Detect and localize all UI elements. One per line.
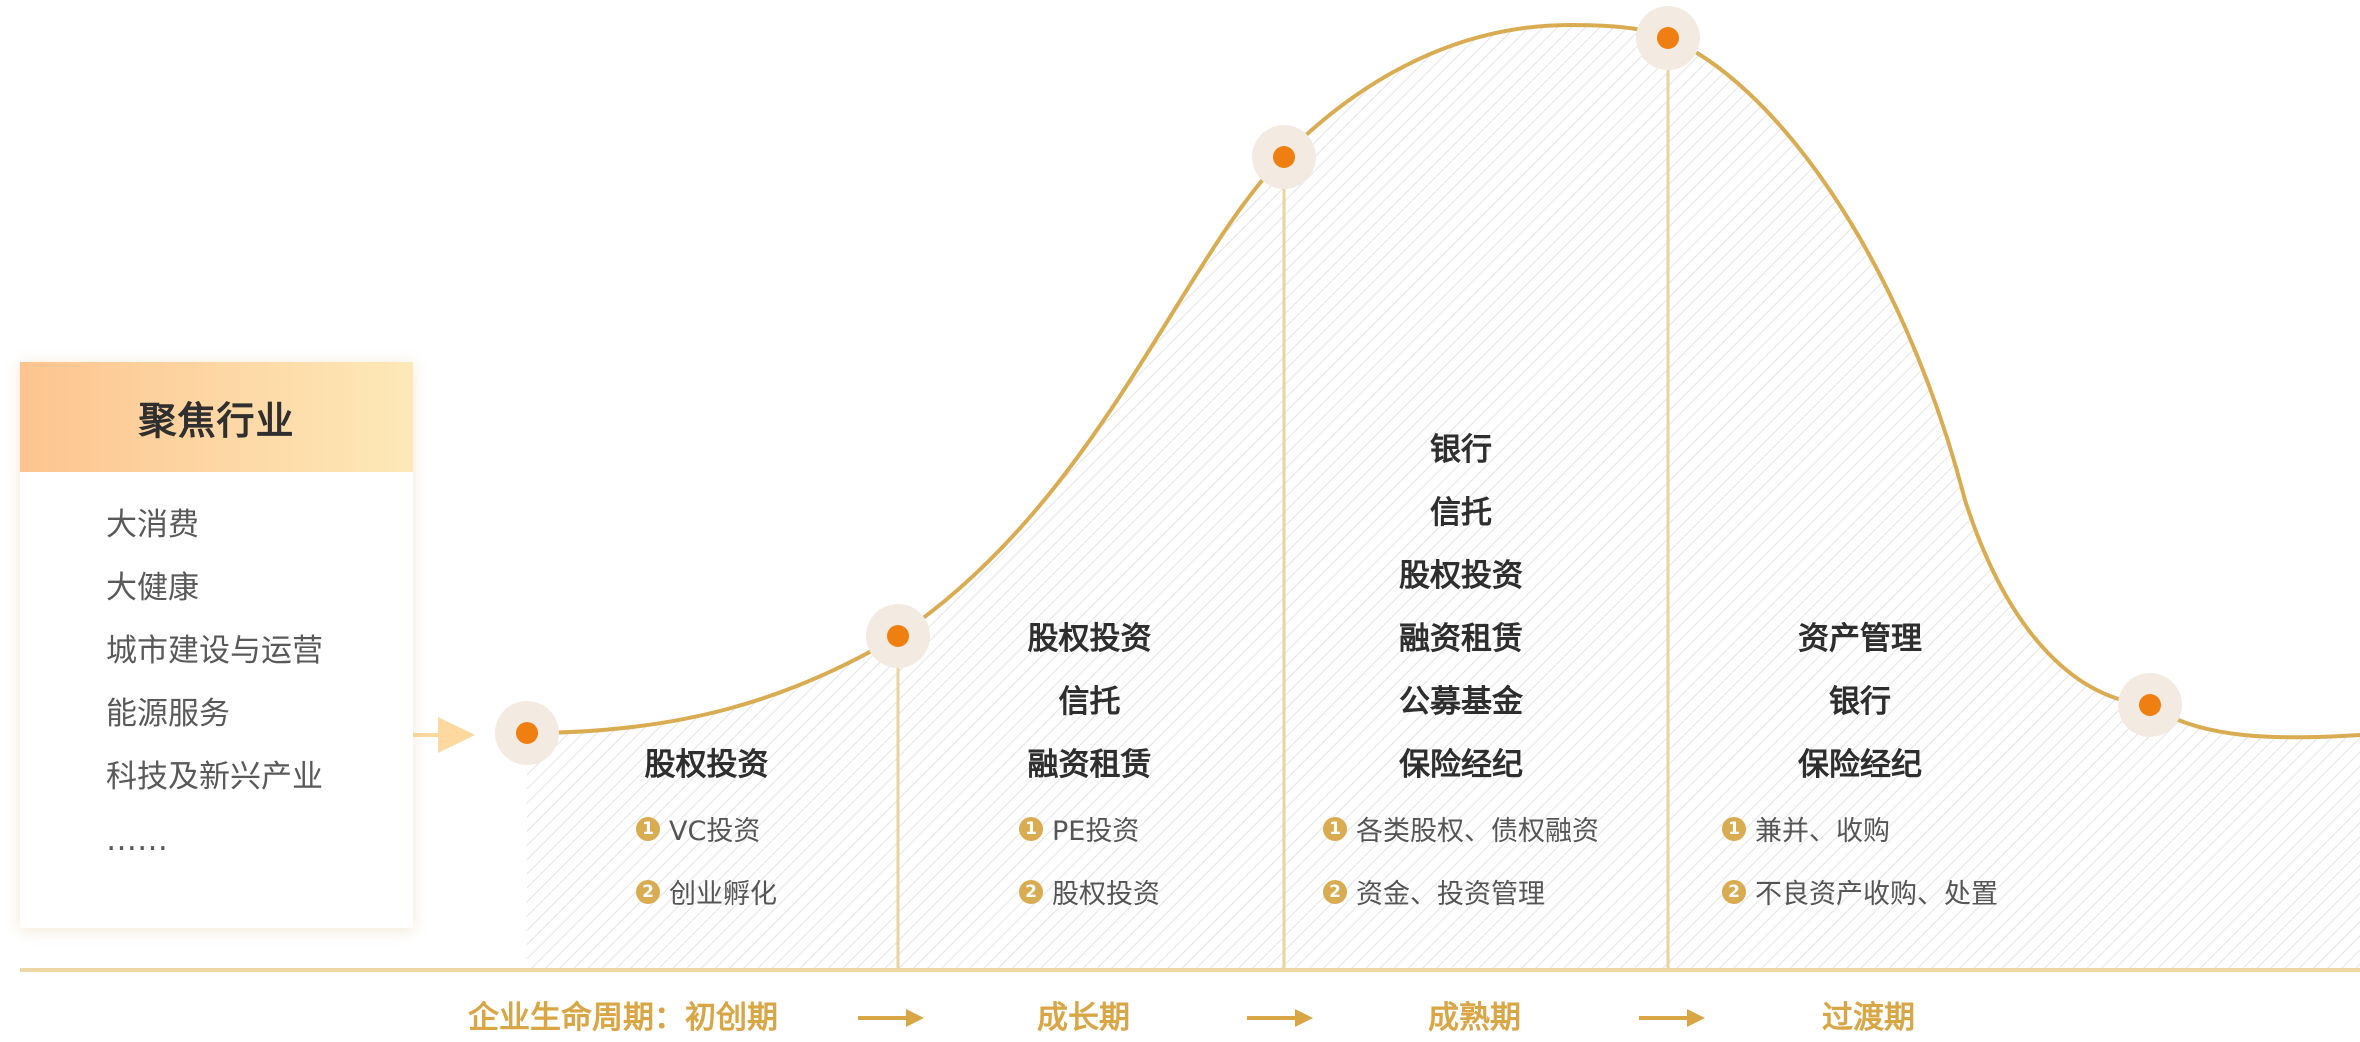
number-badge-icon: 1 bbox=[636, 816, 660, 841]
institution-label: 保险经纪 bbox=[1399, 747, 1523, 783]
feature-text: 各类股权、债权融资 bbox=[1356, 816, 1599, 847]
entry-arrow bbox=[407, 717, 475, 753]
feature-text: 资金、投资管理 bbox=[1356, 879, 1545, 910]
focus-industries-title: 聚焦行业 bbox=[20, 362, 413, 472]
stage-node bbox=[1252, 125, 1316, 189]
institution-label: 股权投资 bbox=[1399, 558, 1523, 594]
focus-industries-card: 聚焦行业 大消费 大健康 城市建设与运营 能源服务 科技及新兴产业 …… bbox=[20, 362, 413, 928]
curve-area bbox=[527, 25, 2360, 970]
institution-label: 资产管理 bbox=[1798, 621, 1922, 657]
timeline-label-maturity: 成熟期 bbox=[1428, 1000, 1521, 1036]
stage-startup: 股权投资 1 VC投资 2 创业孵化 bbox=[636, 734, 777, 923]
timeline-stage-name: 初创期 bbox=[685, 1000, 778, 1036]
institution-label: 股权投资 bbox=[1027, 621, 1152, 657]
feature-list: 1 兼并、收购 2 不良资产收购、处置 bbox=[1722, 797, 1998, 923]
feature-text: 兼并、收购 bbox=[1755, 816, 1890, 847]
feature-item: 2 创业孵化 bbox=[636, 860, 777, 923]
feature-text: VC投资 bbox=[669, 816, 761, 847]
feature-text: 创业孵化 bbox=[669, 879, 777, 910]
timeline-label-startup: 企业生命周期：初创期 bbox=[468, 994, 778, 1042]
institution-label: 融资租赁 bbox=[1399, 621, 1523, 657]
institution-label: 银行 bbox=[1430, 432, 1492, 468]
feature-text: 股权投资 bbox=[1052, 879, 1160, 910]
feature-text: 不良资产收购、处置 bbox=[1755, 879, 1998, 910]
lifecycle-curve bbox=[526, 22, 2360, 740]
industry-item: 城市建设与运营 bbox=[106, 633, 323, 669]
feature-text: PE投资 bbox=[1052, 816, 1140, 847]
timeline-arrow-icon bbox=[1639, 1009, 1705, 1027]
timeline-arrow-icon bbox=[1247, 1009, 1313, 1027]
number-badge-icon: 2 bbox=[636, 879, 660, 904]
industry-item: 科技及新兴产业 bbox=[106, 759, 323, 795]
number-badge-icon: 2 bbox=[1722, 879, 1746, 904]
number-badge-icon: 1 bbox=[1323, 816, 1347, 841]
institution-label: 保险经纪 bbox=[1798, 747, 1922, 783]
feature-item: 2 不良资产收购、处置 bbox=[1722, 860, 1998, 923]
stage-node bbox=[495, 701, 559, 765]
institution-label: 银行 bbox=[1829, 684, 1891, 720]
feature-item: 2 资金、投资管理 bbox=[1323, 860, 1599, 923]
industry-item: 能源服务 bbox=[106, 696, 230, 732]
feature-list: 1 各类股权、债权融资 2 资金、投资管理 bbox=[1323, 797, 1599, 923]
feature-list: 1 VC投资 2 创业孵化 bbox=[636, 797, 777, 923]
industry-item: 大消费 bbox=[106, 507, 199, 543]
number-badge-icon: 2 bbox=[1019, 879, 1043, 904]
timeline-label-growth: 成长期 bbox=[1037, 1000, 1130, 1036]
institution-label: 股权投资 bbox=[644, 747, 769, 783]
number-badge-icon: 1 bbox=[1722, 816, 1746, 841]
feature-item: 1 PE投资 bbox=[1019, 797, 1160, 860]
timeline-arrow-icon bbox=[858, 1009, 924, 1027]
industry-list: 大消费 大健康 城市建设与运营 能源服务 科技及新兴产业 …… bbox=[20, 472, 413, 872]
institution-label: 信托 bbox=[1058, 684, 1121, 720]
feature-item: 1 兼并、收购 bbox=[1722, 797, 1998, 860]
stage-growth: 股权投资 信托 融资租赁 1 PE投资 2 股权投资 bbox=[1019, 608, 1160, 923]
stage-node bbox=[1636, 6, 1700, 70]
institution-label: 公募基金 bbox=[1399, 684, 1523, 720]
number-badge-icon: 1 bbox=[1019, 816, 1043, 841]
feature-item: 1 各类股权、债权融资 bbox=[1323, 797, 1599, 860]
stage-node bbox=[866, 604, 930, 668]
stage-transition: 资产管理 银行 保险经纪 1 兼并、收购 2 不良资产收购、处置 bbox=[1722, 608, 1998, 923]
industry-item: 大健康 bbox=[106, 570, 199, 606]
institution-label: 融资租赁 bbox=[1027, 747, 1152, 783]
feature-item: 1 VC投资 bbox=[636, 797, 777, 860]
stage-node bbox=[2118, 673, 2182, 737]
timeline-label-transition: 过渡期 bbox=[1822, 1000, 1915, 1036]
feature-list: 1 PE投资 2 股权投资 bbox=[1019, 797, 1160, 923]
industry-item: …… bbox=[106, 822, 168, 858]
stage-maturity: 银行 信托 股权投资 融资租赁 公募基金 保险经纪 1 各类股权、债权融资 2 … bbox=[1323, 419, 1599, 923]
timeline-prefix: 企业生命周期： bbox=[468, 1000, 685, 1036]
institution-label: 信托 bbox=[1430, 495, 1492, 531]
number-badge-icon: 2 bbox=[1323, 879, 1347, 904]
feature-item: 2 股权投资 bbox=[1019, 860, 1160, 923]
